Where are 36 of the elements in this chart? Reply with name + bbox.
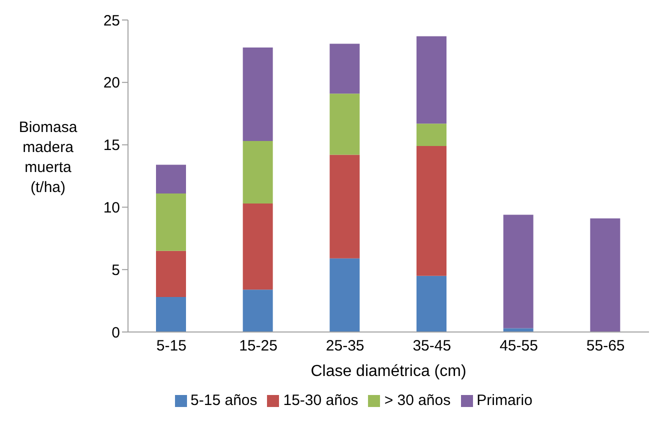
bar — [156, 297, 186, 332]
bar — [416, 124, 446, 146]
bar — [242, 141, 273, 204]
y-tick-label: 20 — [103, 74, 120, 92]
bar — [242, 290, 273, 332]
legend-label: 5-15 años — [190, 392, 258, 409]
bar — [416, 276, 446, 332]
bar — [416, 36, 446, 124]
bar — [330, 258, 360, 332]
y-tick-label: 0 — [112, 324, 120, 342]
y-tick-label: 25 — [103, 12, 120, 30]
y-axis-title: Biomasa madera muerta (t/ha) — [18, 118, 78, 198]
x-axis-title: Clase diamétrica (cm) — [310, 363, 466, 380]
bar — [330, 44, 360, 94]
bar — [242, 47, 273, 142]
bar — [156, 250, 186, 298]
bar — [156, 193, 186, 251]
y-tick-label: 10 — [103, 200, 120, 217]
x-tick-label: 35-45 — [412, 338, 452, 355]
bar — [416, 146, 446, 276]
bar — [330, 154, 360, 258]
bar — [503, 214, 534, 328]
x-tick-label: 15-25 — [239, 338, 278, 355]
y-tick-label: 15 — [103, 137, 120, 154]
legend-label: Primario — [476, 392, 532, 409]
x-tick-label: 5-15 — [156, 338, 186, 355]
x-tick-label: 25-35 — [326, 338, 364, 355]
bar — [242, 203, 273, 290]
bar — [156, 164, 186, 194]
legend-label: 15-30 años — [283, 392, 358, 409]
x-tick-label: 55-65 — [586, 338, 625, 355]
bar — [330, 94, 360, 155]
y-tick-label: 5 — [112, 262, 120, 279]
x-tick-label: 45-55 — [500, 338, 538, 355]
legend-label: > 30 años — [384, 392, 451, 409]
bar — [590, 218, 620, 332]
